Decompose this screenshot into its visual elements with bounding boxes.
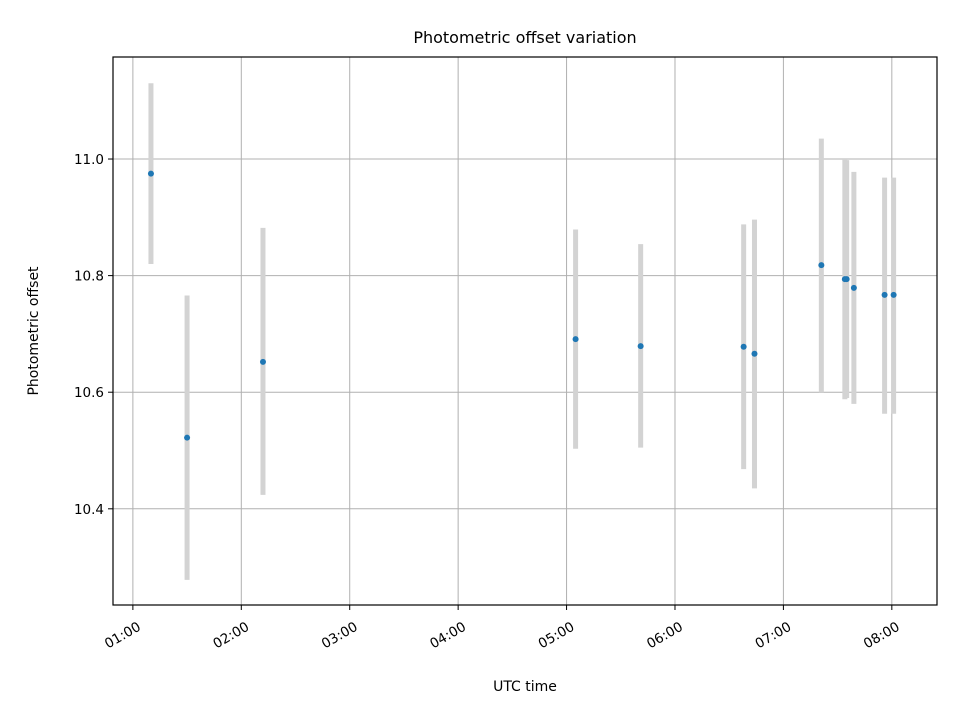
- data-point: [572, 336, 579, 343]
- data-point: [881, 291, 888, 298]
- data-point: [637, 343, 644, 350]
- y-tick-label: 11.0: [74, 152, 104, 168]
- data-points: [147, 170, 897, 441]
- data-point: [184, 434, 191, 441]
- data-point: [147, 170, 154, 177]
- y-tick-label: 10.4: [74, 502, 104, 518]
- plot-frame: [112, 56, 938, 606]
- y-axis-ticks: 10.4 10.6 10.8 11.0: [74, 152, 113, 518]
- data-point: [740, 343, 747, 350]
- data-point: [843, 276, 850, 283]
- data-point: [818, 262, 825, 269]
- grid: [113, 57, 937, 605]
- y-tick-label: 10.6: [74, 385, 104, 401]
- data-point: [751, 350, 758, 357]
- y-tick-label: 10.8: [74, 269, 104, 285]
- data-point: [259, 358, 266, 365]
- chart-title: Photometric offset variation: [413, 28, 636, 47]
- y-axis-label: Photometric offset: [26, 266, 42, 396]
- x-axis-label: UTC time: [493, 679, 557, 695]
- data-point: [850, 284, 857, 291]
- data-point: [890, 291, 897, 298]
